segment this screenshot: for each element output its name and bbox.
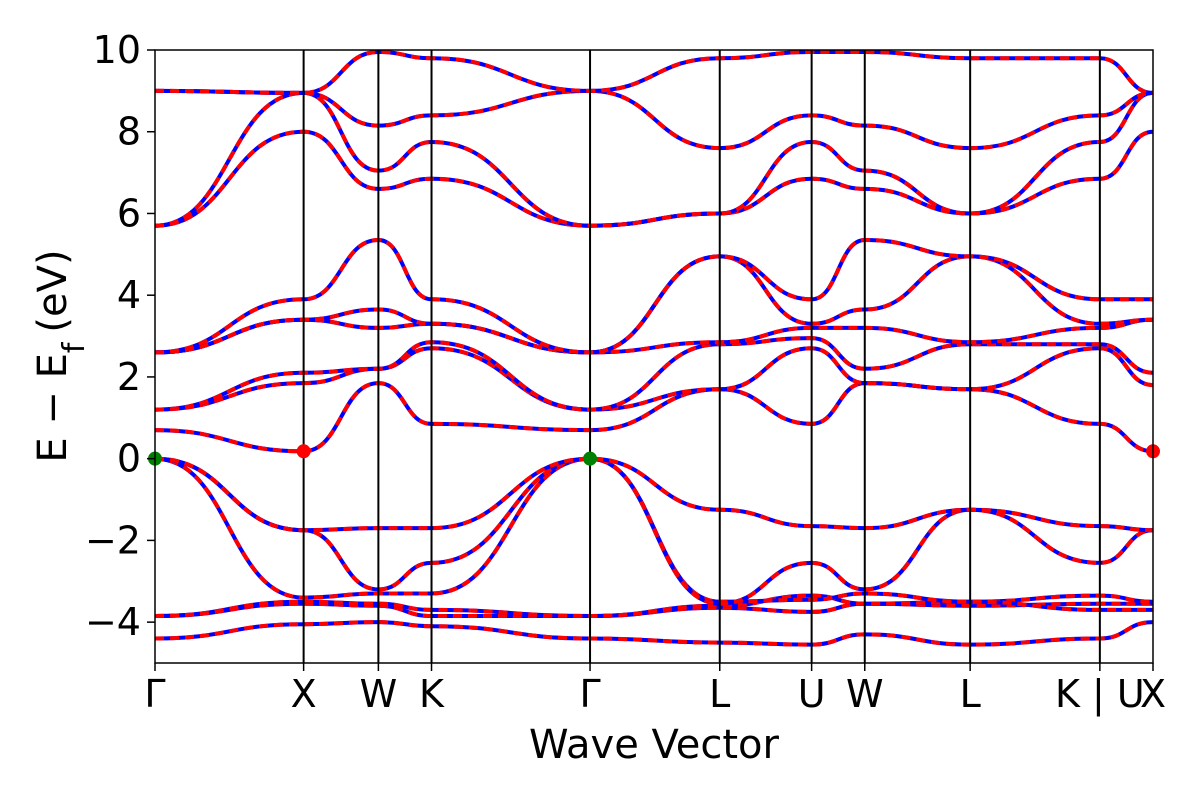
x-tick-label-10: K | U <box>1055 672 1145 717</box>
x-tick-label-8: W <box>846 672 884 716</box>
x-tick-label-7: U <box>798 672 826 716</box>
plot-background <box>155 50 1153 663</box>
band-line-red-12 <box>155 237 1153 355</box>
y-tick-label-3: 0 <box>117 437 141 481</box>
kpoint-lines <box>302 50 1101 663</box>
y-axis-ticks: −4 −2 0 2 4 6 8 10 <box>85 28 155 644</box>
band-line-blue-16 <box>155 50 1153 95</box>
x-tick-label-1: Γ <box>144 672 165 716</box>
y-axis-label-sub: f <box>57 341 92 353</box>
band-line-red-9 <box>155 336 1153 412</box>
x-tick-label-6: L <box>709 672 730 716</box>
x-tick-label-11: X <box>1140 672 1166 716</box>
band-line-red-6 <box>155 456 1153 533</box>
y-tick-label-4: 2 <box>117 355 141 399</box>
band-line-red-14 <box>155 90 1153 228</box>
band-line-red-8 <box>155 346 1153 412</box>
x-tick-label-2: X <box>291 672 317 716</box>
band-line-red-7 <box>155 381 1153 454</box>
band-line-red-4 <box>155 456 1153 612</box>
band-line-red-15 <box>155 88 1153 151</box>
x-tick-label-9: L <box>960 672 981 716</box>
plot-area <box>155 50 1153 663</box>
y-tick-label-1: −4 <box>85 600 141 644</box>
y-tick-label-6: 6 <box>117 191 141 235</box>
extremum-marker-3 <box>296 444 311 459</box>
y-tick-label-8: 10 <box>93 28 141 72</box>
x-tick-label-4: K <box>419 672 445 716</box>
x-tick-label-3: W <box>360 672 398 716</box>
band-line-red-5 <box>155 456 1153 606</box>
x-axis-label: Wave Vector <box>529 722 780 768</box>
y-axis-label-main: E − E <box>30 353 76 463</box>
band-line-red-1 <box>155 620 1153 647</box>
y-tick-label-7: 8 <box>117 110 141 154</box>
y-axis-label-unit: (eV) <box>30 249 76 332</box>
plot-frame <box>154 49 1154 664</box>
band-line-red-10 <box>155 317 1153 355</box>
y-tick-label-2: −2 <box>85 518 141 562</box>
band-line-red-2 <box>155 601 1153 619</box>
extremum-marker-2 <box>583 451 598 466</box>
plot-border <box>154 49 1154 664</box>
y-axis-label: E − Ef (eV) <box>30 249 92 462</box>
y-tick-label-5: 4 <box>117 273 141 317</box>
band-line-red-11 <box>155 254 1153 355</box>
x-tick-label-5: Γ <box>579 672 600 716</box>
